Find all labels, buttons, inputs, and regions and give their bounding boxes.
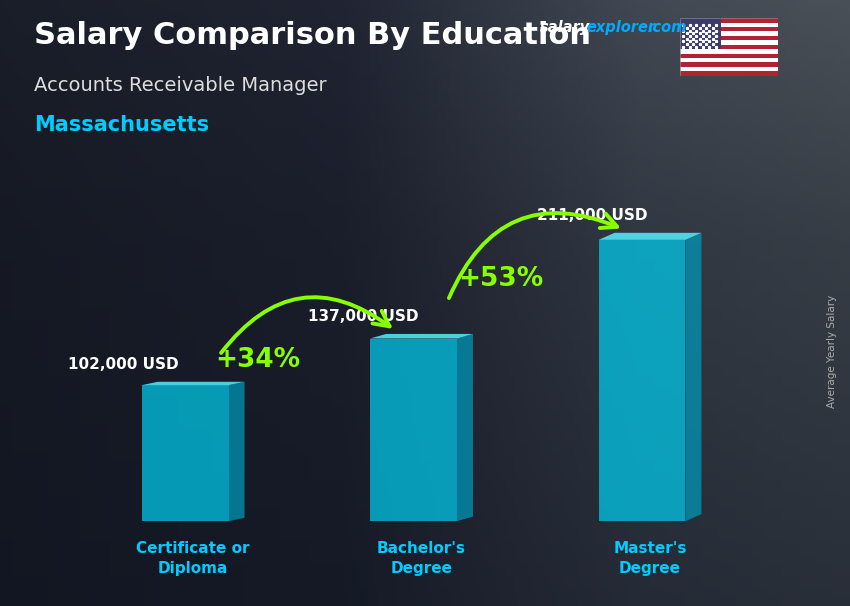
Polygon shape [371, 334, 473, 339]
Bar [680, 58, 778, 62]
Text: .com: .com [648, 20, 687, 35]
Text: salary: salary [540, 20, 590, 35]
Bar [680, 53, 778, 58]
Bar [680, 36, 778, 41]
Bar [680, 22, 778, 27]
Polygon shape [142, 385, 229, 521]
Polygon shape [371, 339, 457, 521]
Text: explorer: explorer [586, 20, 655, 35]
Bar [680, 27, 778, 32]
Text: Accounts Receivable Manager: Accounts Receivable Manager [34, 76, 326, 95]
Text: Salary Comparison By Education: Salary Comparison By Education [34, 21, 591, 50]
Bar [680, 18, 721, 49]
Text: Master's
Degree: Master's Degree [613, 541, 687, 576]
Polygon shape [229, 382, 245, 521]
Polygon shape [142, 382, 245, 385]
Bar [680, 18, 778, 22]
Text: Bachelor's
Degree: Bachelor's Degree [377, 541, 466, 576]
Text: Average Yearly Salary: Average Yearly Salary [827, 295, 837, 408]
Text: 137,000 USD: 137,000 USD [308, 309, 418, 324]
Bar [680, 67, 778, 72]
Text: 102,000 USD: 102,000 USD [68, 357, 178, 371]
Polygon shape [457, 334, 473, 521]
Bar [680, 72, 778, 76]
Text: +34%: +34% [216, 347, 301, 373]
Bar [680, 62, 778, 67]
Bar [680, 41, 778, 45]
Text: 211,000 USD: 211,000 USD [536, 208, 647, 223]
Polygon shape [598, 240, 685, 521]
Text: Massachusetts: Massachusetts [34, 115, 209, 135]
Bar [680, 32, 778, 36]
Text: +53%: +53% [458, 266, 543, 292]
Polygon shape [598, 233, 701, 240]
Bar [680, 49, 778, 53]
Bar [680, 45, 778, 49]
Text: Certificate or
Diploma: Certificate or Diploma [136, 541, 250, 576]
Polygon shape [685, 233, 701, 521]
